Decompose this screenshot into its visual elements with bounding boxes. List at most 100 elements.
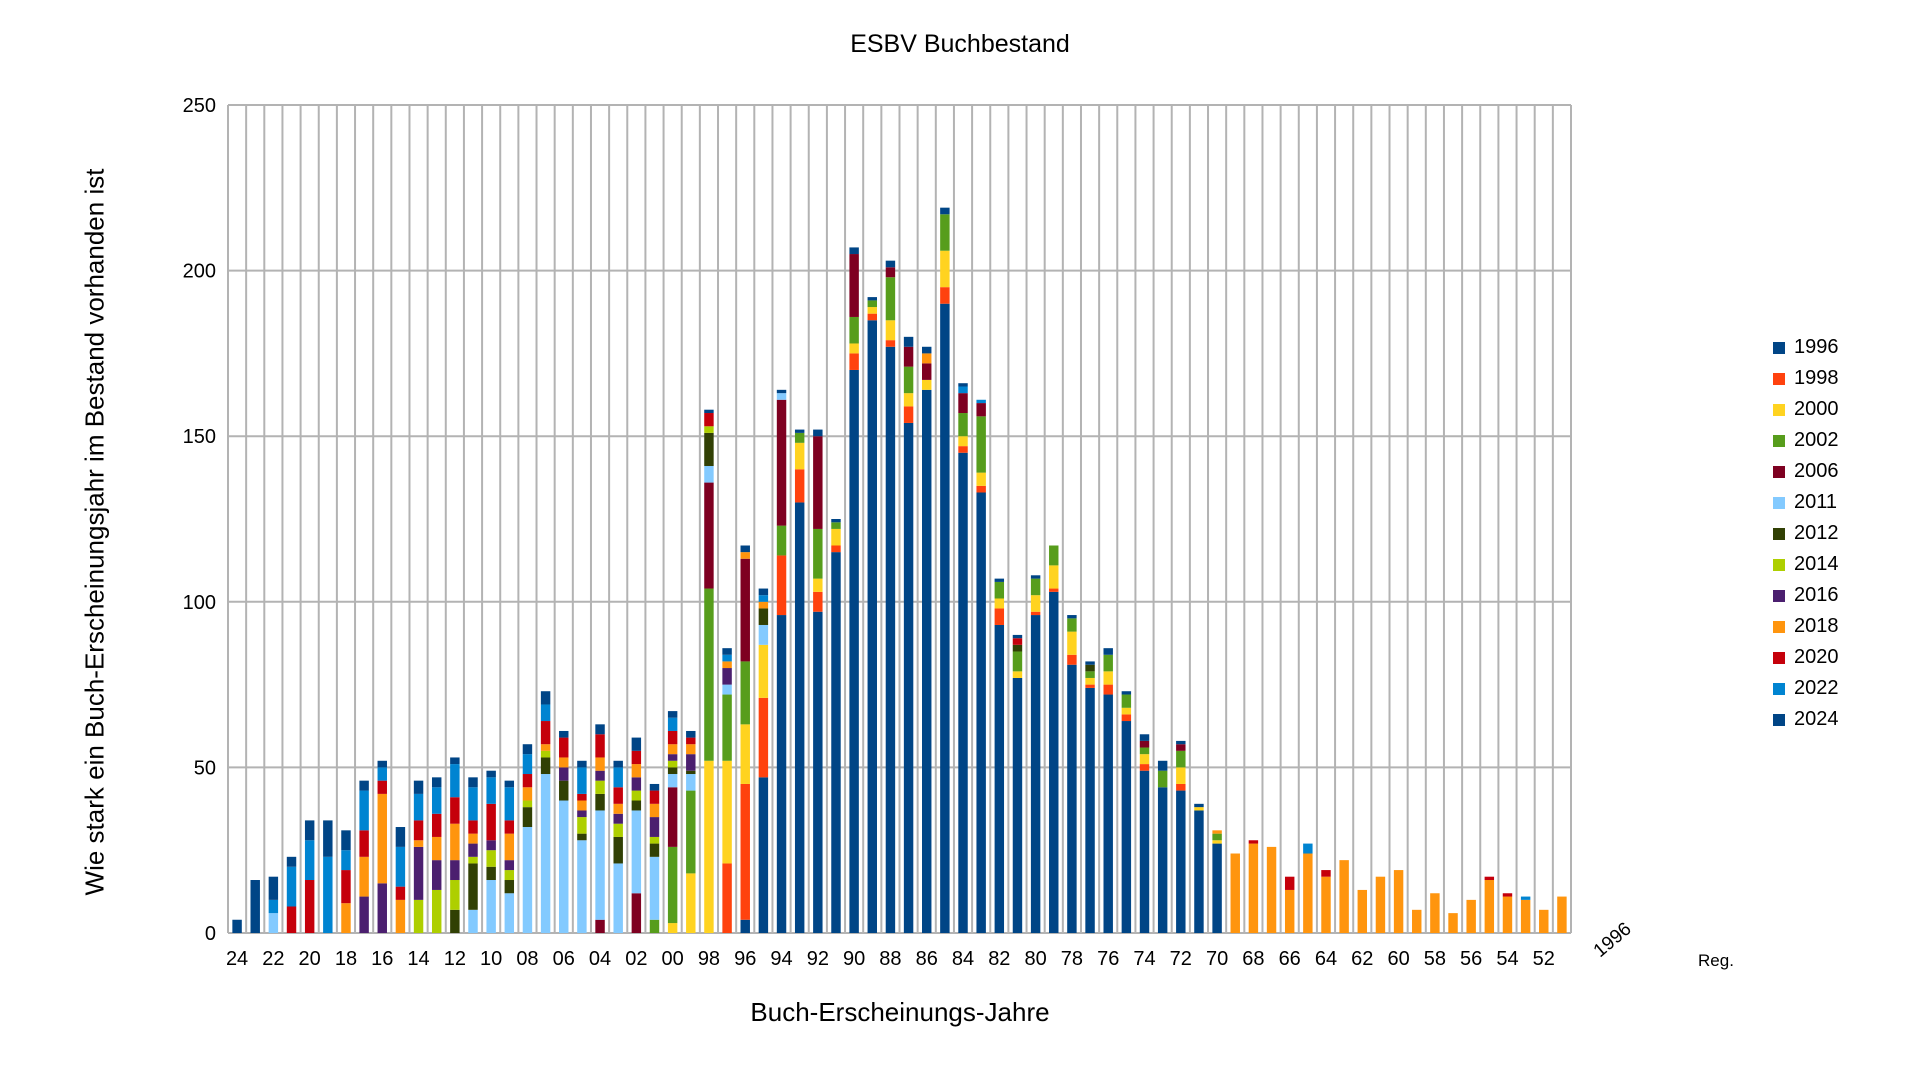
bar-segment-88-1998 bbox=[885, 340, 896, 347]
bar-segment-75-2002 bbox=[1121, 694, 1132, 708]
bar-segment-72-2000 bbox=[1176, 767, 1186, 784]
x-tick-label: 76 bbox=[1097, 948, 1119, 970]
bar-segment-11-2020 bbox=[468, 820, 478, 834]
bar-segment-55-2020 bbox=[1484, 876, 1495, 881]
bar-segment-16-2022 bbox=[377, 767, 387, 781]
bar-segment-84-2006 bbox=[958, 393, 968, 414]
bar-segment-18-2022 bbox=[341, 850, 351, 871]
bar-segment-05-2011 bbox=[577, 840, 587, 933]
bar-segment-01-2018 bbox=[649, 803, 660, 818]
bar-segment-70-2002 bbox=[1212, 833, 1222, 841]
bar-segment-98-2000 bbox=[704, 760, 714, 933]
bar-segment-14-2016 bbox=[413, 846, 424, 900]
bar-segment-99-2018 bbox=[686, 744, 696, 755]
extra-label-rotated: 1996 bbox=[1590, 919, 1636, 962]
bar-segment-22-2024 bbox=[268, 876, 279, 900]
bar-segment-95-2022 bbox=[758, 595, 769, 602]
bar-segment-78-2002 bbox=[1067, 618, 1077, 632]
bar-segment-61-2018 bbox=[1375, 876, 1386, 933]
bar-segment-85-2024 bbox=[940, 207, 950, 215]
bar-segment-08-2020 bbox=[522, 774, 533, 788]
legend-swatch bbox=[1773, 496, 1785, 509]
bar-segment-77-2012 bbox=[1085, 664, 1095, 672]
bar-segment-77-1996 bbox=[1085, 687, 1095, 933]
bar-segment-96-2024 bbox=[740, 545, 750, 553]
bar-segment-12-2018 bbox=[450, 823, 460, 861]
bar-segment-92-2000 bbox=[813, 578, 823, 592]
bar-segment-99-2020 bbox=[686, 737, 696, 745]
x-tick-label: 12 bbox=[444, 948, 466, 970]
legend-item-2006: 2006 bbox=[1773, 456, 1839, 487]
bar-segment-70-2000 bbox=[1212, 840, 1222, 844]
bar-segment-04-2020 bbox=[595, 734, 605, 758]
bar-segment-07-2018 bbox=[540, 744, 551, 751]
bar-segment-06-2016 bbox=[559, 767, 569, 781]
bar-segment-81-1996 bbox=[1012, 677, 1023, 933]
bar-segment-90-1998 bbox=[849, 353, 859, 370]
x-tick-label: 52 bbox=[1533, 948, 1555, 970]
bar-segment-75-1996 bbox=[1121, 721, 1132, 933]
bar-segment-94-1996 bbox=[776, 615, 787, 933]
bar-segment-80-2024 bbox=[1030, 575, 1041, 579]
legend-swatch bbox=[1773, 527, 1785, 540]
bar-segment-13-2018 bbox=[431, 836, 442, 861]
bar-segment-01-2012 bbox=[649, 843, 660, 857]
bar-segment-88-2006 bbox=[885, 267, 896, 278]
bar-segment-68-2018 bbox=[1248, 843, 1259, 933]
bar-segment-94-1998 bbox=[776, 555, 787, 616]
x-tick-label: 84 bbox=[952, 948, 974, 970]
x-tick-label: 20 bbox=[299, 948, 321, 970]
bar-segment-86-2006 bbox=[922, 363, 932, 380]
bar-segment-82-2000 bbox=[994, 598, 1005, 609]
bar-segment-09-2014 bbox=[504, 870, 515, 881]
bar-segment-03-2014 bbox=[613, 823, 623, 837]
x-tick-label: 14 bbox=[407, 948, 429, 970]
bar-segment-84-1998 bbox=[958, 446, 968, 453]
bar-segment-14-2014 bbox=[413, 899, 424, 933]
bar-segment-09-2012 bbox=[504, 880, 515, 894]
bar-segment-83-2006 bbox=[976, 403, 986, 417]
bar-segment-79-2002 bbox=[1049, 545, 1059, 566]
x-tick-label: 90 bbox=[843, 948, 865, 970]
bar-segment-00-2002 bbox=[667, 846, 678, 924]
bar-segment-85-2000 bbox=[940, 250, 950, 288]
y-tick-label: 0 bbox=[205, 923, 216, 945]
bar-segment-07-2022 bbox=[540, 704, 551, 722]
bar-segment-77-2024 bbox=[1085, 661, 1095, 665]
legend-swatch bbox=[1773, 620, 1785, 633]
bar-segment-15-2018 bbox=[395, 899, 406, 933]
bar-segment-22-2022 bbox=[268, 899, 279, 914]
legend-label: 2016 bbox=[1794, 584, 1839, 606]
bar-segment-22-2011 bbox=[268, 913, 279, 933]
legend-label: 2002 bbox=[1794, 429, 1839, 451]
bar-segment-81-2024 bbox=[1012, 634, 1023, 639]
bar-segment-53-2018 bbox=[1520, 899, 1531, 933]
bar-segment-92-1996 bbox=[813, 611, 823, 933]
bar-segment-12-2020 bbox=[450, 797, 460, 824]
bar-segment-94-2011 bbox=[776, 393, 787, 400]
bar-segment-73-1996 bbox=[1157, 787, 1168, 933]
bar-segment-66-2020 bbox=[1284, 876, 1295, 890]
bar-segment-10-2022 bbox=[486, 777, 496, 804]
bar-segment-52-2018 bbox=[1539, 909, 1549, 933]
bar-segment-96-2018 bbox=[740, 552, 750, 559]
bar-segment-74-2000 bbox=[1139, 754, 1150, 765]
bar-segment-53-2022 bbox=[1520, 896, 1531, 900]
bar-segment-90-2006 bbox=[849, 254, 859, 317]
bar-segment-14-2024 bbox=[413, 780, 424, 794]
bar-segment-87-1998 bbox=[903, 406, 914, 423]
bar-segment-08-2022 bbox=[522, 754, 533, 775]
legend: 1996 1998 2000 2002 2006 2011 2012 2014 2016 2018… bbox=[1773, 332, 1839, 735]
bar-segment-71-2000 bbox=[1194, 807, 1204, 811]
bar-segment-59-2018 bbox=[1412, 909, 1422, 933]
y-tick-label: 250 bbox=[183, 95, 216, 117]
bar-segment-79-2000 bbox=[1049, 565, 1059, 589]
bar-segment-09-2011 bbox=[504, 893, 515, 933]
bar-segment-76-1996 bbox=[1103, 694, 1113, 933]
bar-segment-87-1996 bbox=[903, 422, 914, 933]
x-tick-label: 54 bbox=[1496, 948, 1518, 970]
extra-label-reg: Reg. bbox=[1698, 951, 1734, 970]
bar-segment-98-2011 bbox=[704, 466, 714, 483]
legend-swatch bbox=[1773, 589, 1785, 602]
bar-segment-97-2016 bbox=[722, 668, 732, 685]
